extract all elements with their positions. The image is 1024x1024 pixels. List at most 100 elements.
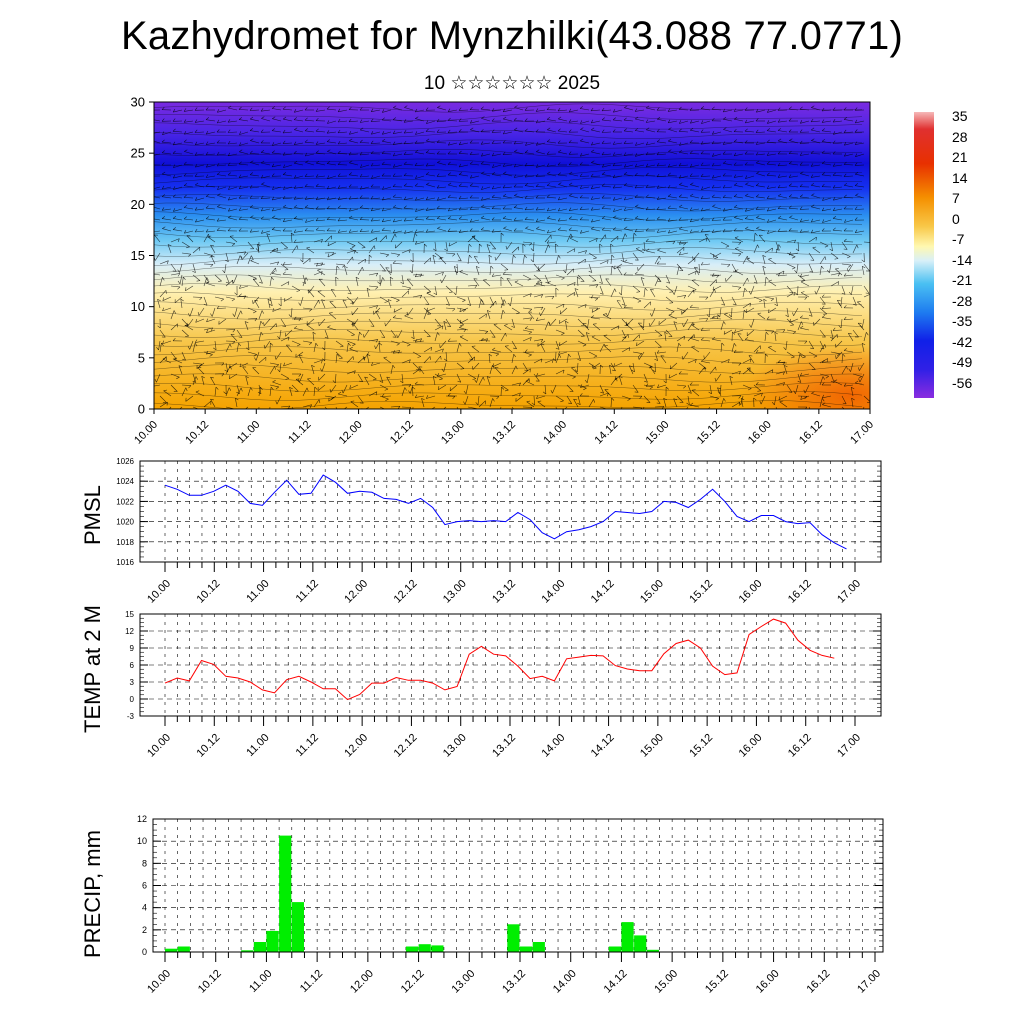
wind-barb xyxy=(786,351,795,358)
wind-barb-flag xyxy=(667,218,671,222)
wind-barb xyxy=(654,351,658,361)
wind-barb-flag xyxy=(197,312,200,316)
wind-barb-flag xyxy=(568,108,572,113)
wind-barb xyxy=(654,340,662,348)
wind-barb xyxy=(492,174,502,177)
wind-barb xyxy=(822,317,832,320)
wind-barb-flag xyxy=(843,238,847,242)
wind-barb xyxy=(327,141,337,144)
wind-barb-flag xyxy=(734,182,738,186)
wind-barb-flag xyxy=(634,108,638,112)
wind-barb-flag xyxy=(855,171,859,175)
wind-barb-flag xyxy=(749,302,751,307)
wind-barb-flag xyxy=(524,195,528,199)
wind-barb xyxy=(731,343,735,353)
wind-barb-flag xyxy=(770,298,774,302)
precip-bar xyxy=(241,950,254,952)
wind-barb xyxy=(734,141,744,144)
wind-barb xyxy=(691,389,700,397)
wind-barb-flag xyxy=(861,259,865,263)
wind-barb xyxy=(654,395,661,404)
wind-barb-flag xyxy=(505,245,508,250)
wind-barb xyxy=(338,230,348,233)
wind-barb xyxy=(412,362,420,370)
precip-bar xyxy=(165,948,178,952)
wind-barb xyxy=(228,142,238,145)
wind-barb xyxy=(753,233,756,243)
wind-barb xyxy=(195,153,205,156)
wind-barb-flag xyxy=(326,205,330,210)
wind-barb xyxy=(307,289,315,298)
wind-barb xyxy=(850,362,854,372)
wind-barb-flag xyxy=(462,309,466,313)
wind-barb-flag xyxy=(260,140,264,144)
wind-barb xyxy=(315,130,326,133)
wind-barb xyxy=(687,359,697,364)
wind-barb xyxy=(701,186,711,190)
wind-barb-flag xyxy=(216,218,220,222)
wind-barb xyxy=(503,218,513,221)
wind-barb-flag xyxy=(360,127,364,131)
wind-barb-flag xyxy=(329,388,332,393)
wind-barb xyxy=(793,307,799,316)
wind-barb-flag xyxy=(723,330,726,335)
wind-barb-flag xyxy=(777,272,781,277)
wind-barb xyxy=(170,273,180,276)
wind-barb xyxy=(665,307,675,312)
wind-barb xyxy=(359,230,370,232)
wind-barb-flag xyxy=(690,182,694,185)
wind-barb-flag xyxy=(516,312,520,315)
wind-barb-flag xyxy=(690,193,694,197)
wind-barb-flag xyxy=(765,353,769,357)
wind-barb-flag xyxy=(172,128,176,132)
wind-barb-flag xyxy=(471,345,476,347)
wind-barb xyxy=(833,218,843,221)
wind-barb xyxy=(291,285,300,291)
wind-barb xyxy=(795,384,799,394)
wind-barb-flag xyxy=(173,186,176,190)
wind-barb-flag xyxy=(318,399,321,404)
wind-barb xyxy=(678,164,689,167)
wind-barb xyxy=(352,322,359,331)
wind-barb-flag xyxy=(762,413,764,416)
wind-barb-flag xyxy=(229,235,234,237)
wind-barb-flag xyxy=(505,345,509,347)
wind-barb-flag xyxy=(821,359,825,363)
wind-barb xyxy=(225,296,235,300)
wind-barb-flag xyxy=(558,149,562,153)
wind-barb xyxy=(832,329,843,331)
wind-barb-flag xyxy=(838,325,842,329)
wind-barb xyxy=(415,185,425,188)
wind-barb xyxy=(162,296,172,301)
wind-barb xyxy=(371,175,381,179)
wind-barb-flag xyxy=(668,229,671,234)
wind-barb xyxy=(819,344,826,353)
wind-barb-flag xyxy=(229,375,231,379)
wind-barb-flag xyxy=(249,172,253,176)
wind-barb-flag xyxy=(514,193,518,196)
wind-barb-flag xyxy=(437,373,440,377)
wind-barb xyxy=(797,241,800,252)
wind-barb-flag xyxy=(364,259,366,263)
wind-barb-flag xyxy=(628,347,631,352)
wind-barb-flag xyxy=(316,262,319,267)
wind-barb xyxy=(382,109,392,113)
wind-barb xyxy=(404,219,414,222)
wind-barb xyxy=(456,406,459,409)
section-ytick-label: 25 xyxy=(131,146,145,161)
wind-barb-flag xyxy=(436,129,440,133)
wind-barb-flag xyxy=(403,119,407,123)
section-xtick-label: 13.12 xyxy=(490,419,518,447)
wind-barb xyxy=(415,152,425,155)
wind-barb-flag xyxy=(602,313,607,315)
wind-barb-flag xyxy=(810,229,814,234)
wind-barb xyxy=(263,318,271,326)
wind-barb xyxy=(327,327,337,331)
wind-barb xyxy=(434,271,444,276)
wind-barb xyxy=(473,278,480,287)
wind-barb-flag xyxy=(679,142,682,146)
wind-barb xyxy=(546,197,557,199)
wind-barb-flag xyxy=(748,291,752,295)
wind-barb xyxy=(423,296,430,305)
wind-barb xyxy=(225,241,235,244)
